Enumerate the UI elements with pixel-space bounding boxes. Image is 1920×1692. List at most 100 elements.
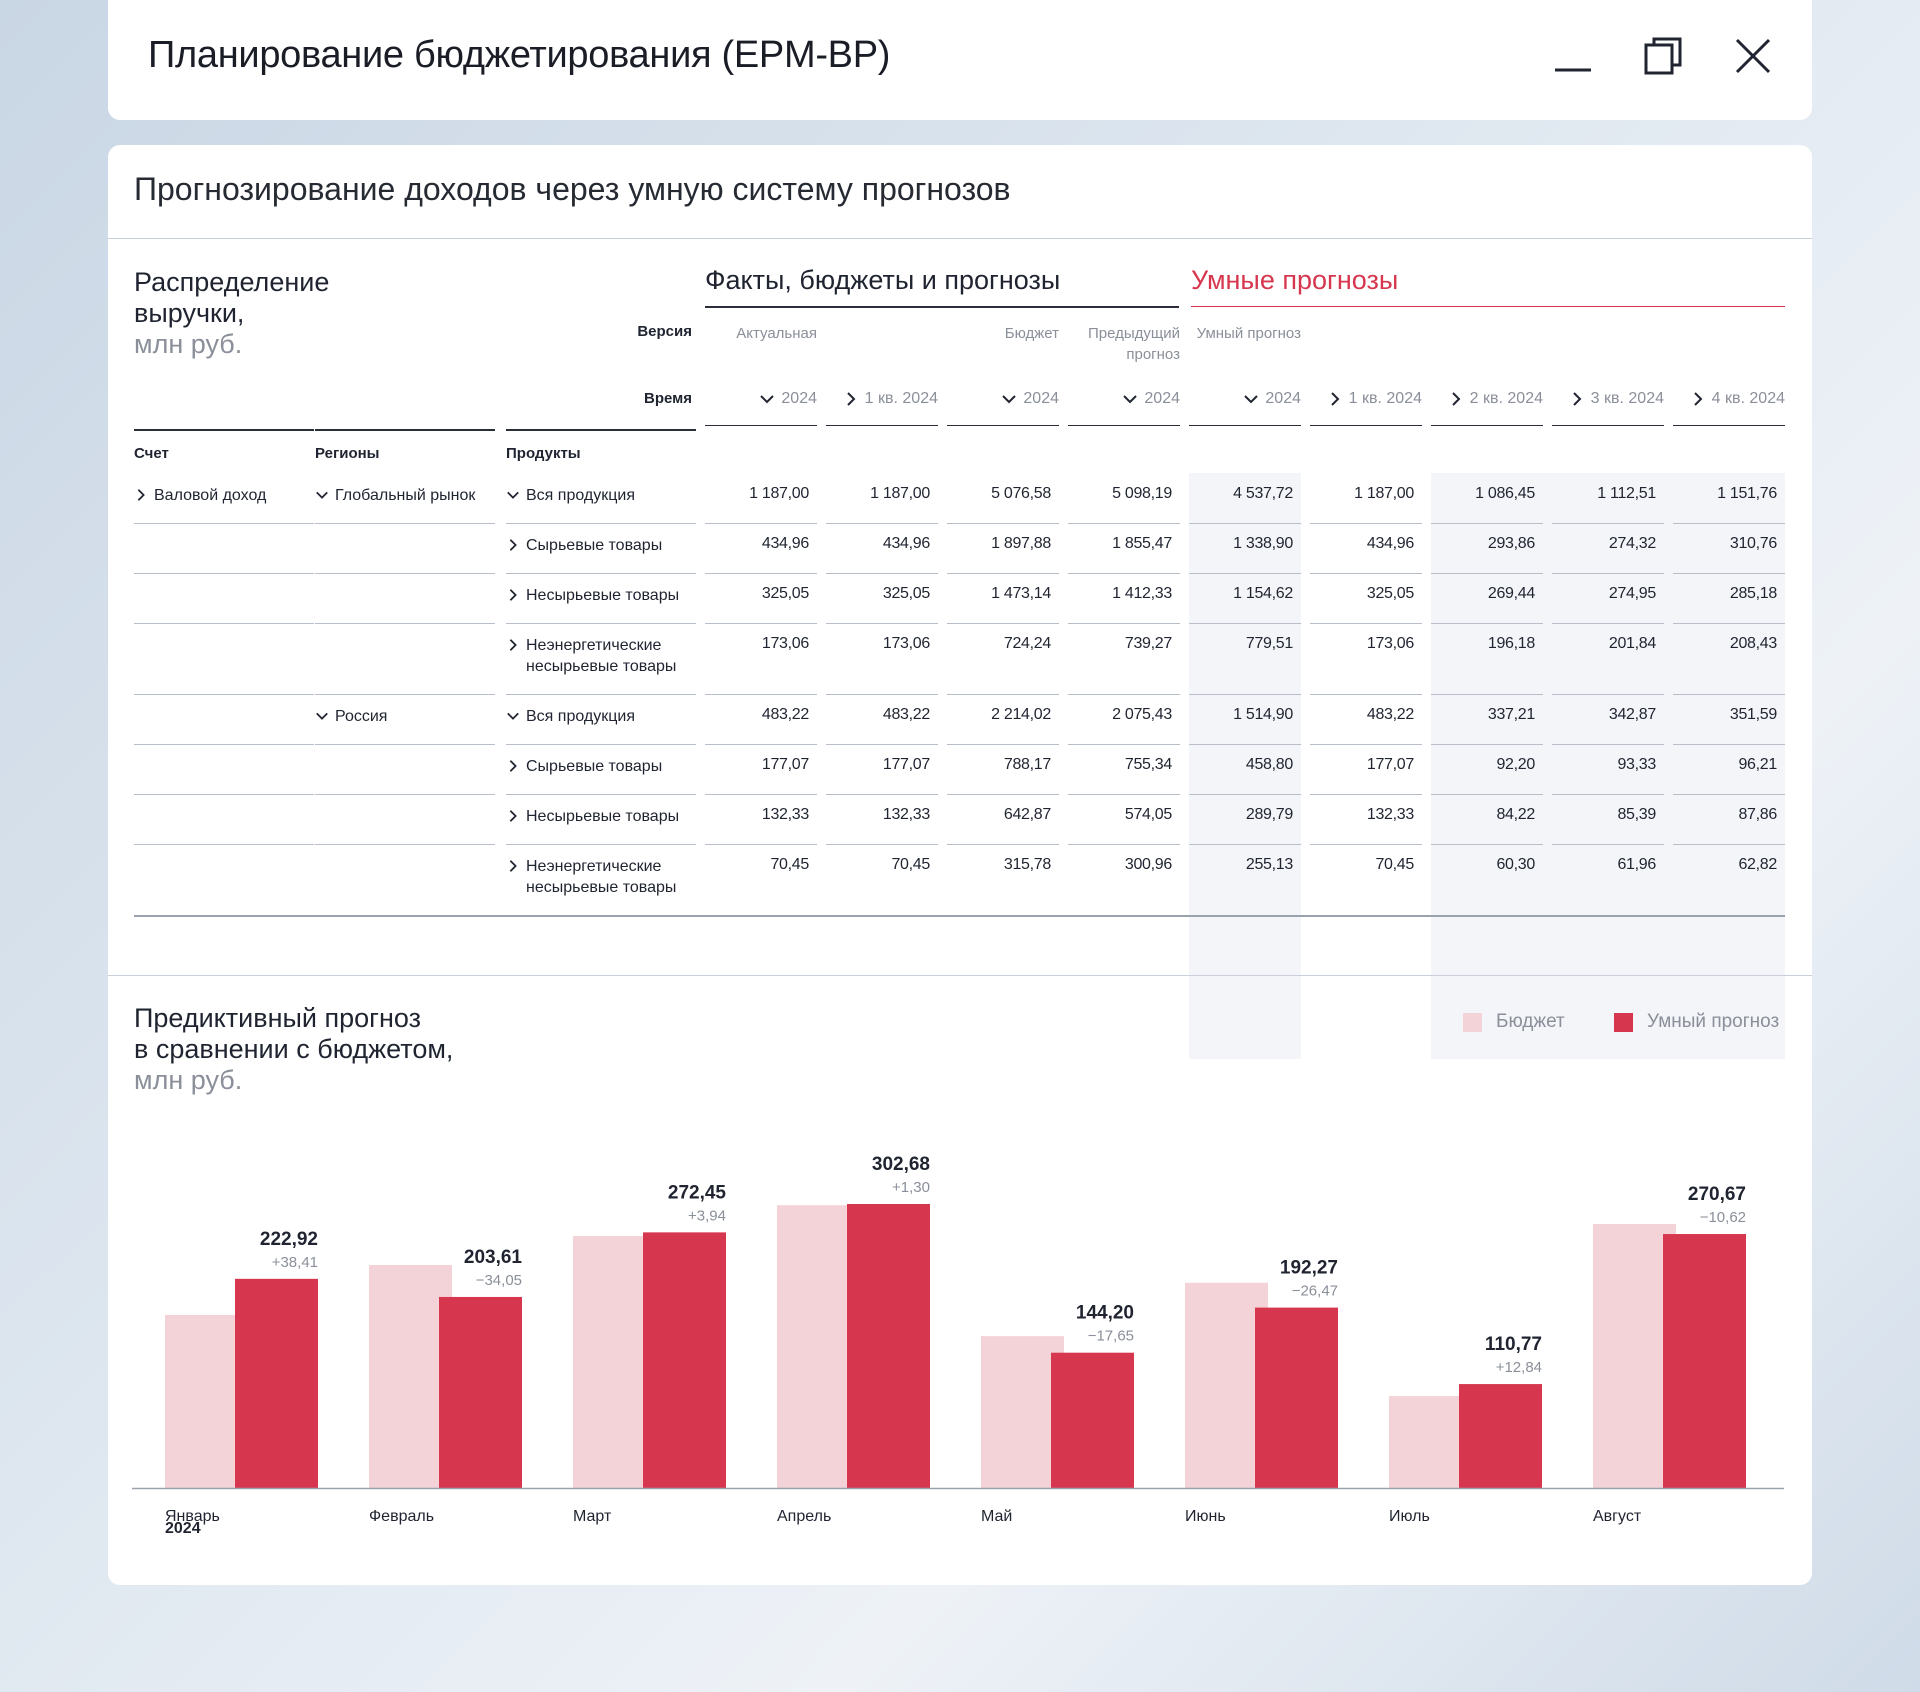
bar-smart-forecast-8[interactable]: [1663, 1234, 1746, 1488]
product-label[interactable]: Несырьевые товары: [506, 806, 696, 827]
table-cell[interactable]: 70,45: [770, 856, 809, 873]
bar-smart-forecast-2[interactable]: [439, 1296, 522, 1488]
bar-smart-forecast-6[interactable]: [1255, 1307, 1338, 1488]
time-header-5[interactable]: 1 кв. 2024: [1310, 390, 1422, 426]
table-cell[interactable]: 1 086,45: [1475, 485, 1535, 502]
table-cell[interactable]: 293,86: [1487, 535, 1535, 552]
bar-smart-forecast-4[interactable]: [847, 1204, 930, 1488]
table-cell[interactable]: 458,80: [1245, 756, 1293, 773]
table-cell[interactable]: 173,06: [761, 635, 809, 652]
table-cell[interactable]: 1 473,14: [991, 585, 1051, 602]
bar-smart-forecast-5[interactable]: [1051, 1352, 1134, 1488]
table-cell[interactable]: 642,87: [1003, 806, 1051, 823]
table-cell[interactable]: 201,84: [1608, 635, 1656, 652]
table-cell[interactable]: 351,59: [1729, 706, 1777, 723]
table-cell[interactable]: 483,22: [882, 706, 930, 723]
table-cell[interactable]: 1 855,47: [1112, 535, 1172, 552]
table-cell[interactable]: 1 514,90: [1233, 706, 1293, 723]
bar-budget-5[interactable]: [981, 1336, 1064, 1488]
time-header-2[interactable]: 2024: [947, 390, 1059, 426]
bar-budget-7[interactable]: [1389, 1396, 1472, 1488]
bar-budget-4[interactable]: [777, 1205, 860, 1488]
table-cell[interactable]: 173,06: [882, 635, 930, 652]
time-header-0[interactable]: 2024: [705, 390, 817, 426]
table-cell[interactable]: 132,33: [882, 806, 930, 823]
table-cell[interactable]: 325,05: [1366, 585, 1414, 602]
product-label[interactable]: Несырьевые товары: [506, 585, 696, 606]
product-label[interactable]: Сырьевые товары: [506, 756, 696, 777]
table-cell[interactable]: 132,33: [1366, 806, 1414, 823]
bar-smart-forecast-7[interactable]: [1459, 1384, 1542, 1488]
table-cell[interactable]: 60,30: [1496, 856, 1535, 873]
table-cell[interactable]: 208,43: [1729, 635, 1777, 652]
legend-item-smart[interactable]: Умный прогноз: [1614, 1011, 1779, 1033]
time-header-7[interactable]: 3 кв. 2024: [1552, 390, 1664, 426]
table-cell[interactable]: 1 338,90: [1233, 535, 1293, 552]
time-header-1[interactable]: 1 кв. 2024: [826, 390, 938, 426]
table-cell[interactable]: 62,82: [1738, 856, 1777, 873]
table-cell[interactable]: 87,86: [1738, 806, 1777, 823]
table-cell[interactable]: 1 154,62: [1233, 585, 1293, 602]
product-label[interactable]: Вся продукция: [506, 706, 696, 727]
table-cell[interactable]: 5 098,19: [1112, 485, 1172, 502]
table-cell[interactable]: 434,96: [761, 535, 809, 552]
product-label[interactable]: Неэнергетические несырьевые товары: [506, 635, 696, 677]
table-cell[interactable]: 132,33: [761, 806, 809, 823]
bar-budget-8[interactable]: [1593, 1224, 1676, 1488]
table-cell[interactable]: 274,95: [1608, 585, 1656, 602]
legend-item-budget[interactable]: Бюджет: [1463, 1011, 1565, 1033]
table-cell[interactable]: 724,24: [1003, 635, 1051, 652]
time-header-3[interactable]: 2024: [1068, 390, 1180, 426]
table-cell[interactable]: 1 897,88: [991, 535, 1051, 552]
table-cell[interactable]: 61,96: [1617, 856, 1656, 873]
maximize-button[interactable]: [1643, 36, 1683, 76]
table-cell[interactable]: 289,79: [1245, 806, 1293, 823]
table-cell[interactable]: 300,96: [1124, 856, 1172, 873]
table-cell[interactable]: 2 075,43: [1112, 706, 1172, 723]
bar-smart-forecast-3[interactable]: [643, 1232, 726, 1488]
table-cell[interactable]: 788,17: [1003, 756, 1051, 773]
table-cell[interactable]: 325,05: [882, 585, 930, 602]
table-cell[interactable]: 434,96: [1366, 535, 1414, 552]
table-cell[interactable]: 315,78: [1003, 856, 1051, 873]
table-cell[interactable]: 274,32: [1608, 535, 1656, 552]
table-cell[interactable]: 337,21: [1487, 706, 1535, 723]
table-cell[interactable]: 325,05: [761, 585, 809, 602]
bar-budget-3[interactable]: [573, 1236, 656, 1488]
table-cell[interactable]: 84,22: [1496, 806, 1535, 823]
bar-smart-forecast-1[interactable]: [235, 1278, 318, 1488]
table-cell[interactable]: 177,07: [882, 756, 930, 773]
table-cell[interactable]: 1 412,33: [1112, 585, 1172, 602]
table-cell[interactable]: 1 187,00: [749, 485, 809, 502]
table-cell[interactable]: 310,76: [1729, 535, 1777, 552]
region-label[interactable]: Глобальный рынок: [315, 485, 475, 506]
table-cell[interactable]: 173,06: [1366, 635, 1414, 652]
table-cell[interactable]: 1 112,51: [1597, 485, 1656, 502]
table-cell[interactable]: 285,18: [1729, 585, 1777, 602]
table-cell[interactable]: 1 187,00: [1354, 485, 1414, 502]
table-cell[interactable]: 255,13: [1245, 856, 1293, 873]
bar-budget-1[interactable]: [165, 1314, 248, 1488]
table-cell[interactable]: 70,45: [1375, 856, 1414, 873]
table-cell[interactable]: 92,20: [1496, 756, 1535, 773]
table-cell[interactable]: 1 151,76: [1717, 485, 1777, 502]
bar-budget-2[interactable]: [369, 1265, 452, 1488]
table-cell[interactable]: 779,51: [1245, 635, 1293, 652]
product-label[interactable]: Неэнергетические несырьевые товары: [506, 856, 696, 898]
table-cell[interactable]: 4 537,72: [1233, 485, 1293, 502]
region-label[interactable]: Россия: [315, 706, 387, 727]
product-label[interactable]: Вся продукция: [506, 485, 696, 506]
table-cell[interactable]: 574,05: [1124, 806, 1172, 823]
minimize-button[interactable]: [1553, 36, 1593, 76]
time-header-6[interactable]: 2 кв. 2024: [1431, 390, 1543, 426]
table-cell[interactable]: 2 214,02: [991, 706, 1051, 723]
table-cell[interactable]: 269,44: [1487, 585, 1535, 602]
table-cell[interactable]: 483,22: [761, 706, 809, 723]
bar-budget-6[interactable]: [1185, 1282, 1268, 1488]
time-header-4[interactable]: 2024: [1189, 390, 1301, 426]
table-cell[interactable]: 196,18: [1487, 635, 1535, 652]
table-cell[interactable]: 483,22: [1366, 706, 1414, 723]
product-label[interactable]: Сырьевые товары: [506, 535, 696, 556]
time-header-8[interactable]: 4 кв. 2024: [1673, 390, 1785, 426]
table-cell[interactable]: 85,39: [1617, 806, 1656, 823]
